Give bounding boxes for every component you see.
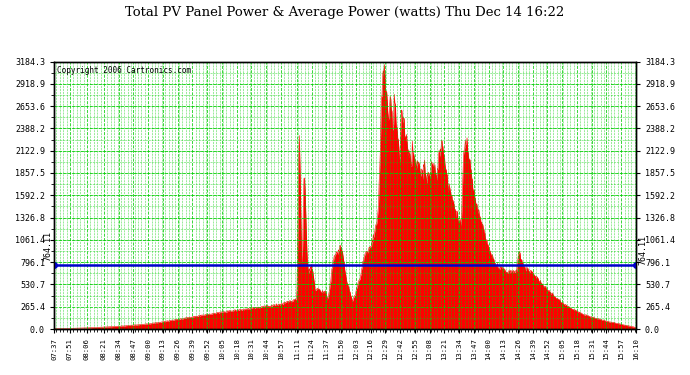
Text: 764.11: 764.11 — [639, 235, 648, 265]
Text: Copyright 2006 Cartronics.com: Copyright 2006 Cartronics.com — [57, 66, 191, 75]
Text: Total PV Panel Power & Average Power (watts) Thu Dec 14 16:22: Total PV Panel Power & Average Power (wa… — [126, 6, 564, 19]
Text: 764.11: 764.11 — [44, 231, 53, 261]
